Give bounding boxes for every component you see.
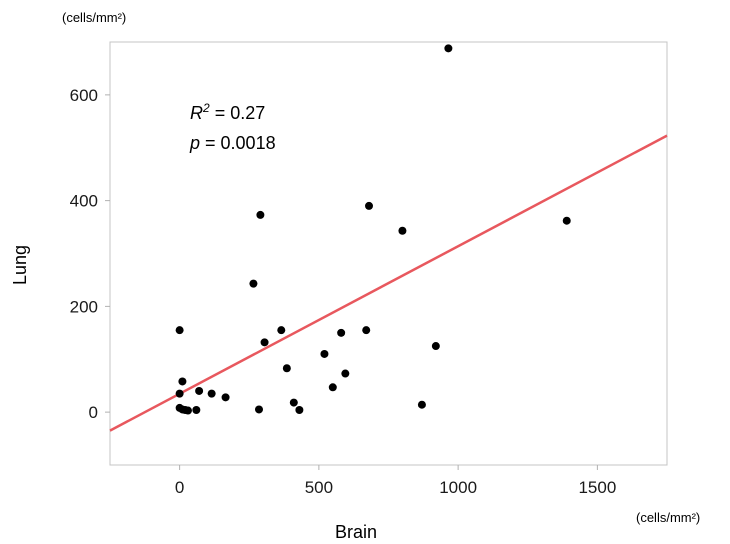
x-tick-label: 0 <box>175 478 184 497</box>
p-symbol: p <box>189 133 200 153</box>
p-value: = 0.0018 <box>200 133 276 153</box>
y-tick-label: 400 <box>70 192 98 211</box>
data-point <box>183 406 192 415</box>
data-point <box>207 389 216 398</box>
x-axis-unit: (cells/mm²) <box>636 510 700 525</box>
data-point <box>362 326 371 335</box>
data-point <box>221 393 230 402</box>
r2-value: = 0.27 <box>210 103 266 123</box>
x-tick-label: 1500 <box>578 478 616 497</box>
data-point <box>175 389 184 398</box>
data-point <box>178 377 187 386</box>
data-point <box>254 405 263 414</box>
data-point <box>337 328 346 337</box>
data-point <box>277 326 286 335</box>
y-axis-title: Lung <box>10 245 30 285</box>
regression-line <box>109 134 668 432</box>
data-point <box>431 342 440 351</box>
data-point <box>192 406 201 415</box>
data-point <box>195 386 204 395</box>
y-tick-label: 0 <box>89 403 98 422</box>
x-axis-title: Brain <box>335 522 377 542</box>
data-point <box>256 210 265 219</box>
x-tick-label: 1000 <box>439 478 477 497</box>
r-squared-annotation: R2 = 0.27 <box>190 101 265 123</box>
y-tick-label: 600 <box>70 86 98 105</box>
data-point <box>444 44 453 53</box>
axis-ticks: 0 500 1000 1500 0 200 400 600 <box>70 86 617 497</box>
data-point <box>249 279 258 288</box>
data-point <box>295 406 304 415</box>
p-value-annotation: p = 0.0018 <box>189 133 276 153</box>
data-point <box>562 216 571 225</box>
r2-superscript: 2 <box>202 101 210 115</box>
plot-border <box>109 41 668 466</box>
data-point <box>365 201 374 210</box>
y-tick-label: 200 <box>70 297 98 316</box>
data-point <box>175 326 184 335</box>
data-point <box>260 338 269 347</box>
data-point <box>398 226 407 235</box>
data-point <box>282 364 291 373</box>
data-point <box>328 383 337 392</box>
x-tick-label: 500 <box>305 478 333 497</box>
data-point <box>341 369 350 378</box>
r2-symbol: R <box>190 103 203 123</box>
data-point <box>417 400 426 409</box>
data-points <box>175 44 571 415</box>
fit-line-layer <box>109 134 668 432</box>
data-point <box>289 398 298 407</box>
plot-frame <box>109 41 668 466</box>
y-axis-unit: (cells/mm²) <box>62 10 126 25</box>
data-point <box>320 349 329 358</box>
